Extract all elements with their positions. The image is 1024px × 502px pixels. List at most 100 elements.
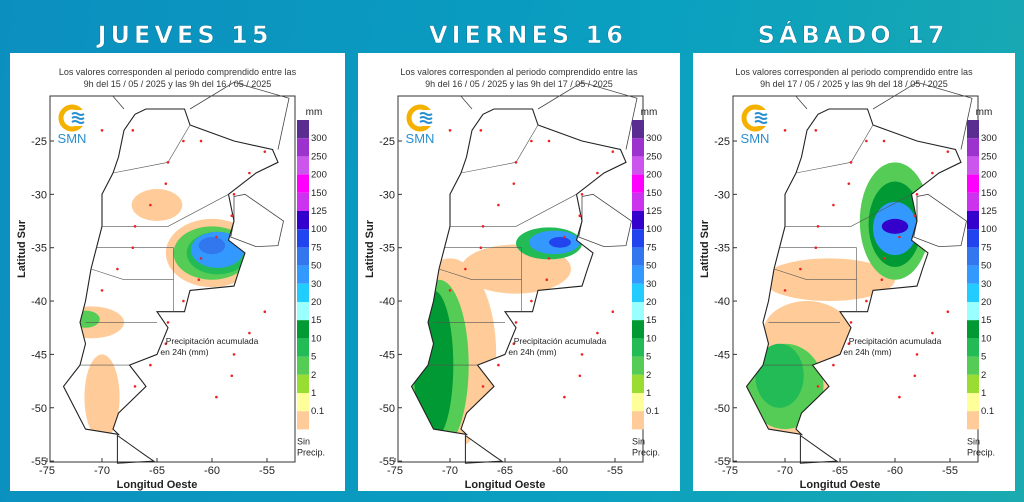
station-dot [814,129,818,132]
smn-logo [58,104,86,132]
station-dot [448,129,452,132]
province-border [444,247,522,312]
station-dot [832,363,835,367]
legend-swatch [297,229,309,248]
station-dot [182,139,185,143]
x-tick-label: -75 [387,465,403,477]
station-dot [913,214,917,217]
y-tick-label: -35 [714,243,730,255]
legend-label: 20 [646,297,657,308]
station-dot [248,331,251,335]
neighbor-border [460,95,473,110]
station-dot [847,182,851,185]
x-axis-label: Longitud Oeste [117,479,198,491]
station-dot [865,139,868,143]
y-tick-label: -50 [714,403,730,415]
legend-swatch [967,138,979,157]
legend-unit: mm [976,107,993,118]
y-tick-label: -45 [379,349,395,361]
legend-no-precip-2: Precip. [632,447,660,457]
legend-label: 100 [981,224,997,235]
header-line-1: Los valores corresponden al periodo comp… [58,67,297,77]
station-dot [898,395,901,399]
station-dot [133,225,137,228]
x-tick-label: -55 [607,465,623,477]
station-dot [182,299,185,303]
province-border [96,247,174,312]
station-dot [248,171,251,175]
station-dot [799,267,802,271]
precip-map-panel: Los valores corresponden al periodo comp… [10,53,345,491]
legend-note-line-2: en 24h (mm) [160,347,208,357]
legend-label: 250 [311,151,327,162]
x-tick-label: -60 [887,465,903,477]
legend-swatch [967,356,979,375]
station-dot [882,257,886,260]
station-dot [816,225,820,228]
neighbor-border [189,81,290,150]
legend-label: 50 [646,261,657,272]
x-tick-label: -65 [149,465,165,477]
precip-area [755,343,804,408]
station-dot [816,385,820,388]
legend-swatch [632,192,644,211]
legend-swatch [297,156,309,175]
station-dot [149,203,152,207]
legend-swatch [967,156,979,175]
legend-swatch [967,338,979,357]
legend-swatch [297,411,309,430]
tierra-del-fuego-outline [116,434,156,464]
tierra-del-fuego-outline [799,434,839,464]
legend-note-line-1: Precipitación acumulada [514,336,607,346]
station-dot [230,214,234,217]
legend-label: 125 [646,206,662,217]
y-tick-label: -50 [31,403,47,415]
station-dot [547,139,551,143]
legend-swatch [967,192,979,211]
y-tick-label: -30 [379,189,395,201]
station-dot [514,161,518,164]
legend-label: 15 [311,315,322,326]
argentina-outline [62,108,279,436]
y-tick-label: -25 [379,136,395,148]
x-tick-label: -70 [442,465,458,477]
legend-label: 75 [981,242,992,253]
y-tick-label: -25 [714,136,730,148]
legend-label: 150 [311,188,327,199]
legend-swatch [632,265,644,284]
legend-unit: mm [306,107,323,118]
legend-label: 5 [311,352,316,363]
legend-label: 300 [646,133,662,144]
y-tick-label: -30 [31,189,47,201]
legend-no-precip-2: Precip. [967,447,995,457]
legend-swatch [632,283,644,302]
station-dot [464,267,467,271]
legend-swatch [297,265,309,284]
legend-no-precip-1: Sin [297,436,310,446]
legend-swatch [967,393,979,412]
station-dot [497,203,500,207]
y-tick-label: -45 [714,349,730,361]
station-dot [547,257,551,260]
station-dot [263,310,267,314]
period-header: Los valores corresponden al periodo comp… [693,66,1015,90]
legend-no-precip-1: Sin [632,436,645,446]
period-header: Los valores corresponden al periodo comp… [10,66,345,90]
legend-swatch [297,320,309,339]
station-dot [578,214,582,217]
station-dot [166,161,170,164]
station-dot [512,182,516,185]
y-tick-label: -25 [31,136,47,148]
argentina-outline [410,108,627,436]
legend-label: 100 [646,224,662,235]
station-dot [563,395,566,399]
station-dot [215,395,218,399]
legend-swatch [297,393,309,412]
legend-label: 30 [311,279,322,290]
station-dot [232,353,236,356]
station-dot [479,129,483,132]
legend-label: 200 [646,170,662,181]
x-tick-label: -70 [94,465,110,477]
y-tick-label: -55 [379,456,395,468]
neighbor-border [795,95,808,110]
